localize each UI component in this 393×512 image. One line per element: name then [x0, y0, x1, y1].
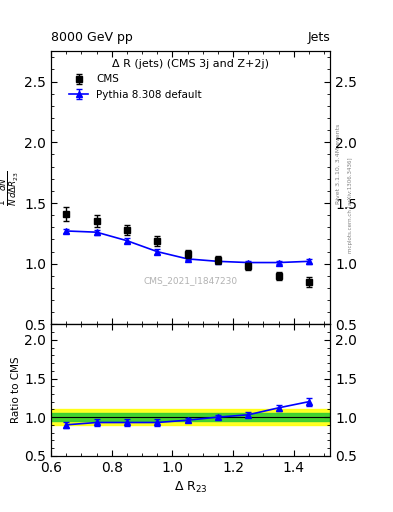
- Text: 8000 GeV pp: 8000 GeV pp: [51, 31, 133, 44]
- Text: mcplots.cern.ch [arXiv:1306.3436]: mcplots.cern.ch [arXiv:1306.3436]: [348, 157, 353, 252]
- Y-axis label: $\frac{1}{N}\frac{dN}{d\Delta R_{23}}$: $\frac{1}{N}\frac{dN}{d\Delta R_{23}}$: [0, 170, 22, 206]
- Text: Rivet 3.1.10, 3.4M events: Rivet 3.1.10, 3.4M events: [336, 124, 341, 204]
- Text: Jets: Jets: [307, 31, 330, 44]
- Text: Δ R (jets) (CMS 3j and Z+2j): Δ R (jets) (CMS 3j and Z+2j): [112, 59, 269, 70]
- Y-axis label: Ratio to CMS: Ratio to CMS: [11, 357, 22, 423]
- X-axis label: Δ R$_{23}$: Δ R$_{23}$: [174, 480, 208, 495]
- Legend: CMS, Pythia 8.308 default: CMS, Pythia 8.308 default: [65, 70, 206, 104]
- Text: CMS_2021_I1847230: CMS_2021_I1847230: [143, 276, 238, 285]
